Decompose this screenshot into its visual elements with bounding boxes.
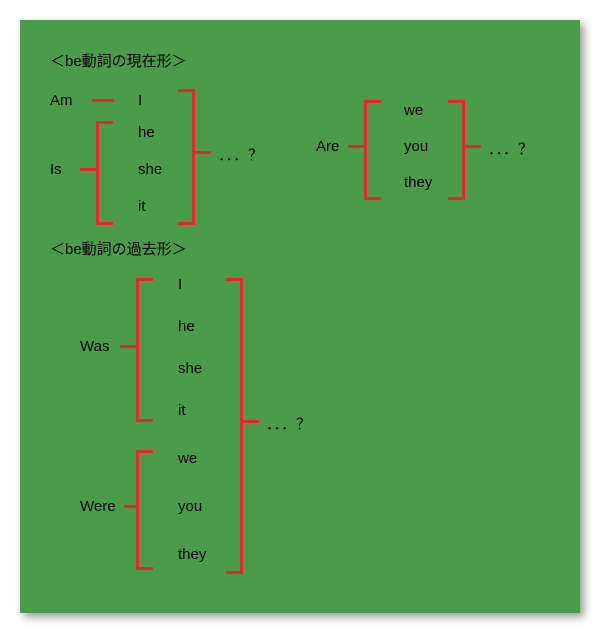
ellipsis-3: ．．．？ <box>266 413 311 434</box>
pronoun-they-2: they <box>178 546 206 563</box>
pronoun-she-2: she <box>178 360 202 377</box>
section1-heading: ＜be動詞の現在形＞ <box>50 50 187 71</box>
pronoun-he-2: he <box>178 318 195 335</box>
pronoun-we-1: we <box>404 102 423 119</box>
bracket-are-open <box>364 100 381 200</box>
bracket-were-open <box>136 450 153 570</box>
dash-am <box>92 99 114 102</box>
pronoun-it-1: it <box>138 198 146 215</box>
ellipsis-2: ．．．？ <box>488 138 533 159</box>
dash-are <box>348 145 364 148</box>
pronoun-you-2: you <box>178 498 202 515</box>
pronoun-you-1: you <box>404 138 428 155</box>
pronoun-it-2: it <box>178 402 186 419</box>
dash-was <box>120 345 136 348</box>
ellipsis-1: ．．．？ <box>218 144 263 165</box>
verb-was: Was <box>80 338 109 355</box>
dash-waswere-out <box>243 420 259 423</box>
dash-are-out <box>465 145 481 148</box>
pronoun-they-1: they <box>404 174 432 191</box>
bracket-amis-close <box>178 89 195 225</box>
dash-amis-out <box>195 151 211 154</box>
diagram-panel: ＜be動詞の現在形＞ Am I Is he she it ．．．？ Are we… <box>20 20 580 613</box>
pronoun-we-2: we <box>178 450 197 467</box>
pronoun-i-2: I <box>178 276 182 293</box>
dash-is <box>80 168 96 171</box>
bracket-waswere-close <box>226 278 243 574</box>
pronoun-he-1: he <box>138 124 155 141</box>
bracket-is-open <box>96 121 113 225</box>
bracket-are-close <box>448 100 465 200</box>
verb-am: Am <box>50 92 73 109</box>
section2-heading: ＜be動詞の過去形＞ <box>50 238 187 259</box>
verb-were: Were <box>80 498 116 515</box>
bracket-was-open <box>136 278 153 422</box>
dash-were <box>124 505 136 508</box>
pronoun-i-1: I <box>138 92 142 109</box>
pronoun-she-1: she <box>138 161 162 178</box>
verb-is: Is <box>50 161 62 178</box>
verb-are: Are <box>316 138 339 155</box>
